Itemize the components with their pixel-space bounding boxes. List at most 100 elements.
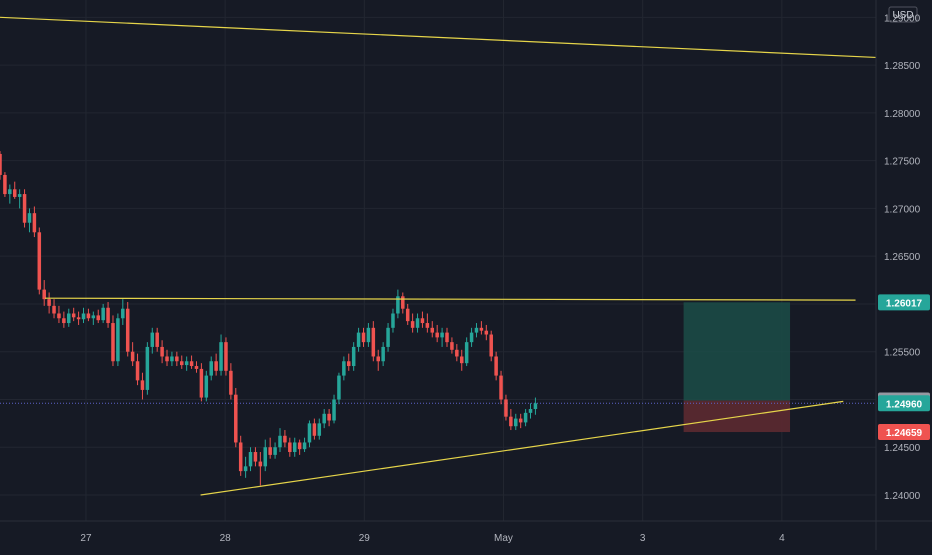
- candle: [484, 324, 489, 341]
- candle: [175, 351, 179, 367]
- candle: [57, 305, 61, 324]
- candle-body: [450, 342, 454, 350]
- candle-body: [430, 327, 435, 333]
- candle: [248, 447, 253, 472]
- candle: [499, 370, 503, 405]
- candle-body: [32, 213, 37, 233]
- trendlines[interactable]: [0, 16, 877, 496]
- candle-body: [445, 332, 449, 343]
- candle: [165, 349, 169, 367]
- candle: [415, 313, 420, 333]
- candle-body: [263, 447, 268, 467]
- candle-body: [8, 189, 12, 195]
- price-badge-bg: [878, 395, 930, 412]
- candle: [67, 308, 71, 327]
- candle-body: [111, 323, 115, 362]
- candle-body: [528, 409, 533, 413]
- candle-body: [27, 213, 32, 223]
- candle-body: [327, 413, 331, 421]
- y-tick-label: 1.29000: [884, 13, 921, 24]
- candle-body: [96, 315, 100, 321]
- candle-body: [116, 318, 120, 362]
- candle-body: [479, 327, 484, 331]
- candle: [17, 189, 22, 209]
- y-tick-label: 1.25500: [884, 348, 921, 359]
- candle-body: [342, 361, 346, 376]
- candle: [125, 302, 130, 357]
- candle-body: [219, 342, 223, 371]
- x-tick-label: 29: [359, 533, 371, 544]
- y-tick-label: 1.27000: [884, 204, 921, 215]
- candle-body: [509, 416, 513, 427]
- candle-body: [204, 375, 209, 398]
- candle: [76, 311, 81, 325]
- grid: [0, 0, 876, 521]
- candle-body: [351, 346, 356, 367]
- candle: [283, 430, 287, 448]
- candle-body: [401, 296, 405, 309]
- candle-body: [199, 368, 204, 398]
- candle-body: [484, 330, 489, 335]
- time-axis[interactable]: [0, 521, 932, 550]
- candle: [27, 208, 32, 233]
- candle: [8, 184, 12, 204]
- candle: [155, 327, 159, 352]
- currency-badge[interactable]: [888, 6, 918, 23]
- candle: [425, 313, 430, 333]
- price-badge: 1.26017: [878, 294, 930, 311]
- candle-body: [523, 412, 528, 423]
- price-badge: 1.24960: [878, 395, 930, 412]
- y-tick-label: 1.24000: [884, 491, 921, 502]
- candle-body: [234, 394, 238, 443]
- candle-body: [504, 399, 508, 417]
- candle-body: [302, 442, 307, 450]
- candle-body: [57, 313, 61, 319]
- candle-body: [243, 466, 248, 472]
- candle-body: [130, 351, 135, 362]
- candle-body: [420, 318, 425, 324]
- candle-body: [332, 399, 336, 421]
- candle: [347, 353, 351, 371]
- candle: [410, 313, 415, 333]
- candle: [469, 327, 474, 347]
- candle-body: [268, 447, 272, 455]
- candle-body: [317, 423, 322, 436]
- candle-body: [410, 321, 415, 328]
- candle-body: [258, 461, 263, 467]
- trendline-horizontal-resistance[interactable]: [45, 297, 856, 301]
- candle: [238, 435, 243, 476]
- candle-body: [91, 315, 96, 319]
- candle: [474, 323, 479, 338]
- candle: [307, 420, 312, 448]
- trendline-ascending-support[interactable]: [200, 400, 844, 496]
- y-tick-label: 1.24500: [884, 443, 921, 454]
- candle: [258, 452, 263, 486]
- candle-body: [391, 313, 395, 328]
- trendline-descending-resistance[interactable]: [0, 16, 877, 59]
- candle: [445, 327, 449, 347]
- candle-body: [248, 452, 253, 467]
- candle: [32, 206, 37, 238]
- candle: [401, 292, 405, 314]
- candle: [209, 356, 213, 381]
- candle-body: [253, 452, 258, 462]
- x-tick-label: 27: [80, 533, 92, 544]
- candle-body: [322, 413, 326, 424]
- price-axis[interactable]: [876, 0, 932, 550]
- profit-zone[interactable]: [683, 302, 791, 401]
- candle-body: [464, 342, 469, 364]
- candle: [86, 308, 91, 322]
- candle: [243, 456, 248, 478]
- candle: [170, 351, 174, 367]
- candle-body: [175, 356, 179, 362]
- candle: [376, 349, 380, 371]
- candle-body: [179, 361, 184, 366]
- candle-body: [435, 332, 439, 338]
- candle-body: [121, 308, 125, 319]
- candle-body: [376, 356, 380, 362]
- candle-body: [160, 346, 164, 357]
- candle: [366, 323, 371, 347]
